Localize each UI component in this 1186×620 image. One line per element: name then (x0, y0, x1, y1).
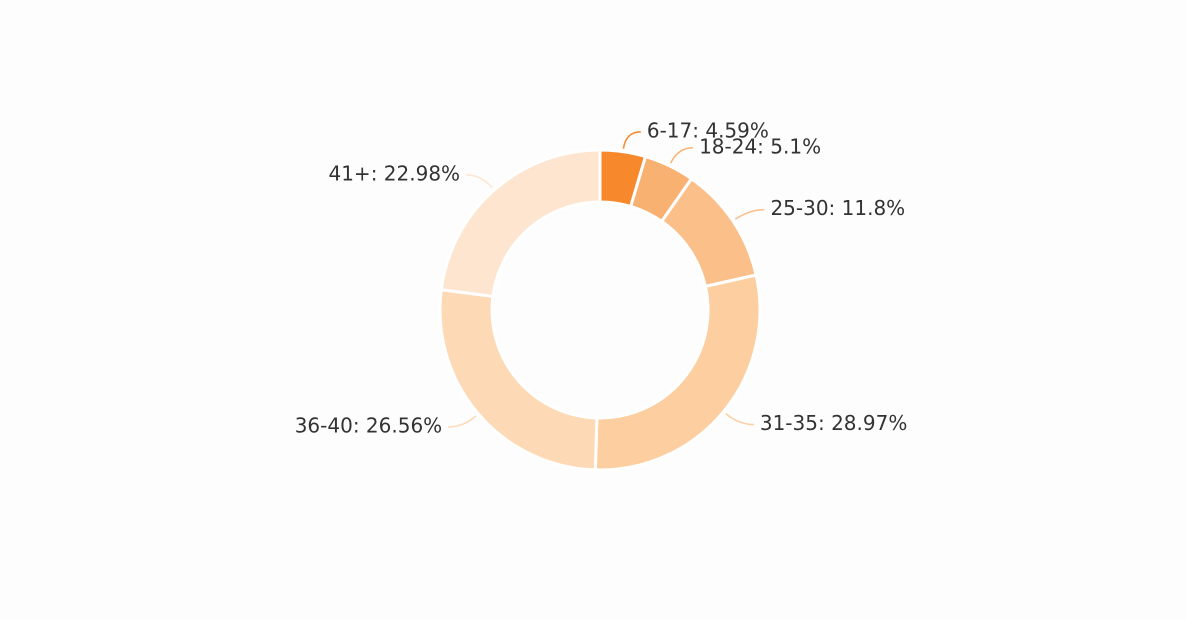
leader-line (670, 147, 694, 164)
leader-line (725, 413, 754, 426)
leader-line (622, 131, 641, 149)
slice (593, 273, 762, 472)
slice-label: 6-17: 4.59% (647, 118, 769, 142)
slice (438, 288, 599, 472)
leader-line (448, 415, 477, 428)
slice-label: 25-30: 11.8% (770, 196, 905, 220)
slice-label: 41+: 22.98% (328, 161, 460, 185)
leader-line (734, 208, 765, 220)
slice (439, 148, 602, 299)
leader-line (466, 174, 493, 189)
slice-label: 31-35: 28.97% (760, 411, 907, 435)
slice-label: 36-40: 26.56% (295, 413, 442, 437)
slice-label: 18-24: 5.1% (699, 134, 821, 158)
